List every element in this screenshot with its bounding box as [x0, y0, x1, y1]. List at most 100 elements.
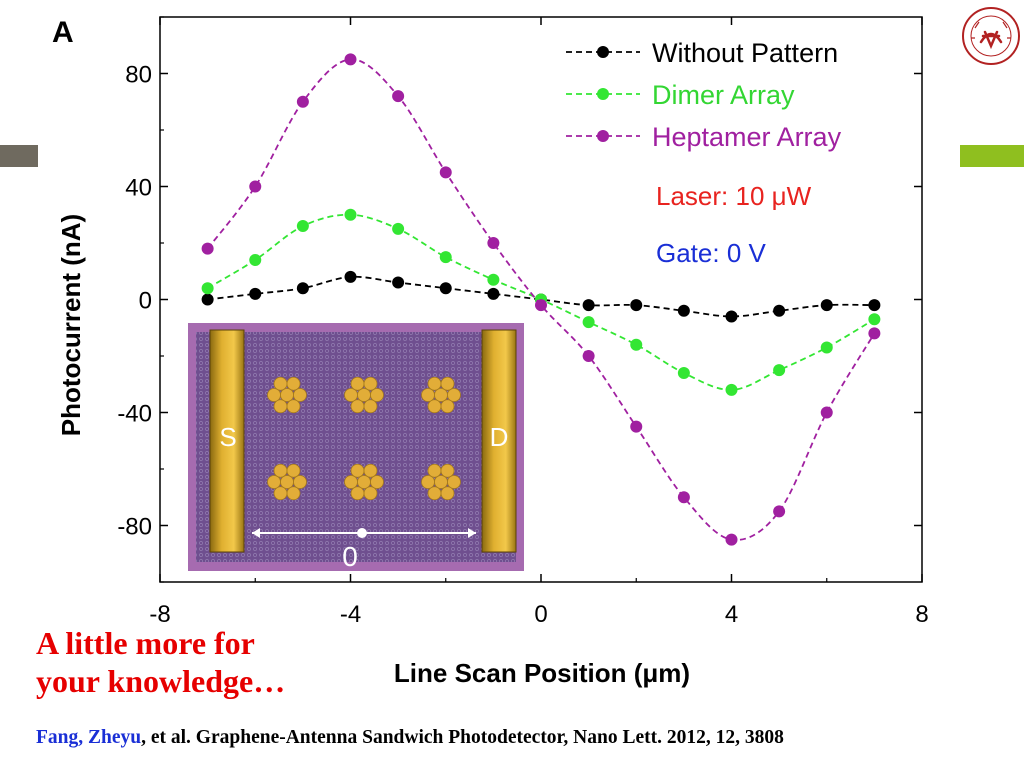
data-point	[630, 299, 643, 312]
antenna-disk	[286, 399, 301, 414]
x-axis-label: Line Scan Position (μm)	[394, 658, 690, 688]
antenna-disk	[440, 376, 455, 391]
data-point	[868, 313, 881, 326]
antenna-disk	[350, 463, 365, 478]
antenna-disk	[370, 475, 384, 489]
data-point	[487, 287, 500, 300]
antenna-disk	[293, 388, 307, 402]
antenna-disk	[440, 463, 455, 478]
data-point	[630, 338, 643, 351]
data-point	[201, 293, 214, 306]
antenna-disk	[447, 388, 461, 402]
data-point	[535, 299, 547, 312]
x-tick-label: -4	[340, 601, 361, 628]
antenna-disk	[350, 376, 365, 391]
data-point	[201, 282, 214, 295]
data-point	[582, 350, 595, 362]
data-point	[439, 282, 452, 295]
antenna-disk	[344, 475, 358, 489]
citation: Fang, Zheyu, et al. Graphene-Antenna San…	[36, 727, 784, 749]
antenna-disk	[350, 399, 365, 414]
data-point	[773, 304, 786, 317]
citation-text: , et al. Graphene-Antenna Sandwich Photo…	[141, 727, 784, 748]
knowledge-line-2: your knowledge…	[36, 663, 286, 699]
antenna-disk	[370, 388, 384, 402]
data-point	[487, 273, 500, 286]
antenna-disk	[421, 475, 435, 489]
legend-label: Without Pattern	[652, 38, 838, 68]
data-point	[820, 299, 833, 312]
y-tick-label: 80	[125, 62, 152, 89]
data-point	[725, 533, 738, 546]
antenna-disk	[286, 486, 301, 501]
legend: Without Pattern Dimer Array Heptamer Array	[566, 38, 842, 152]
data-point	[487, 237, 500, 249]
gate-annotation: Gate: 0 V	[656, 238, 766, 268]
data-point	[820, 341, 833, 354]
data-point	[344, 53, 357, 66]
legend-marker	[597, 46, 609, 58]
antenna-disk	[447, 475, 461, 489]
data-point	[868, 327, 881, 340]
antenna-disk	[273, 486, 288, 501]
y-tick-label: 40	[125, 175, 152, 202]
data-point	[392, 90, 405, 103]
antenna-disk	[280, 388, 294, 402]
data-point	[725, 310, 738, 323]
data-point	[249, 287, 262, 300]
data-point	[773, 505, 786, 518]
x-tick-label: 8	[915, 601, 928, 628]
data-point	[249, 253, 262, 266]
data-point	[582, 316, 595, 329]
antenna-disk	[440, 399, 455, 414]
antenna-disk	[363, 376, 378, 391]
antenna-disk	[434, 475, 448, 489]
data-point	[249, 180, 262, 193]
legend-label: Dimer Array	[652, 80, 795, 110]
data-point	[392, 276, 405, 289]
antenna-disk	[427, 463, 442, 478]
antenna-disk	[273, 463, 288, 478]
antenna-disk	[440, 486, 455, 501]
antenna-disk	[267, 475, 281, 489]
antenna-disk	[434, 388, 448, 402]
laser-annotation: Laser: 10 μW	[656, 181, 812, 211]
antenna-disk	[357, 475, 371, 489]
panel-label: A	[52, 16, 74, 49]
y-tick-label: 0	[139, 288, 152, 315]
antenna-disk	[350, 486, 365, 501]
data-point	[201, 242, 214, 255]
antenna-disk	[267, 388, 281, 402]
data-point	[296, 95, 309, 108]
data-point	[677, 491, 690, 504]
heptamer-clusters	[267, 376, 461, 501]
y-axis-label: Photocurrent (nA)	[56, 214, 86, 436]
data-point	[677, 304, 690, 317]
antenna-disk	[421, 388, 435, 402]
antenna-disk	[273, 399, 288, 414]
data-point	[725, 383, 738, 396]
citation-authors: Fang, Zheyu	[36, 727, 142, 748]
knowledge-line-1: A little more for	[36, 625, 255, 661]
data-point	[773, 364, 786, 377]
antenna-disk	[427, 399, 442, 414]
legend-label: Heptamer Array	[652, 122, 842, 152]
inset-source-label: S	[219, 422, 236, 452]
university-seal-logo	[962, 7, 1020, 65]
knowledge-caption: A little more for your knowledge…	[36, 624, 285, 700]
inset-zero-label: 0	[342, 541, 358, 572]
device-inset-image: S D 0	[188, 323, 524, 572]
data-point	[392, 222, 405, 235]
y-tick-label: -80	[117, 514, 152, 541]
antenna-disk	[280, 475, 294, 489]
x-tick-label: 0	[534, 601, 547, 628]
decorative-bar-left	[0, 145, 38, 167]
data-point	[296, 282, 309, 295]
antenna-disk	[427, 376, 442, 391]
legend-marker	[597, 88, 609, 100]
legend-marker	[597, 130, 609, 142]
data-point	[582, 299, 595, 312]
antenna-disk	[286, 463, 301, 478]
data-point	[344, 270, 357, 283]
